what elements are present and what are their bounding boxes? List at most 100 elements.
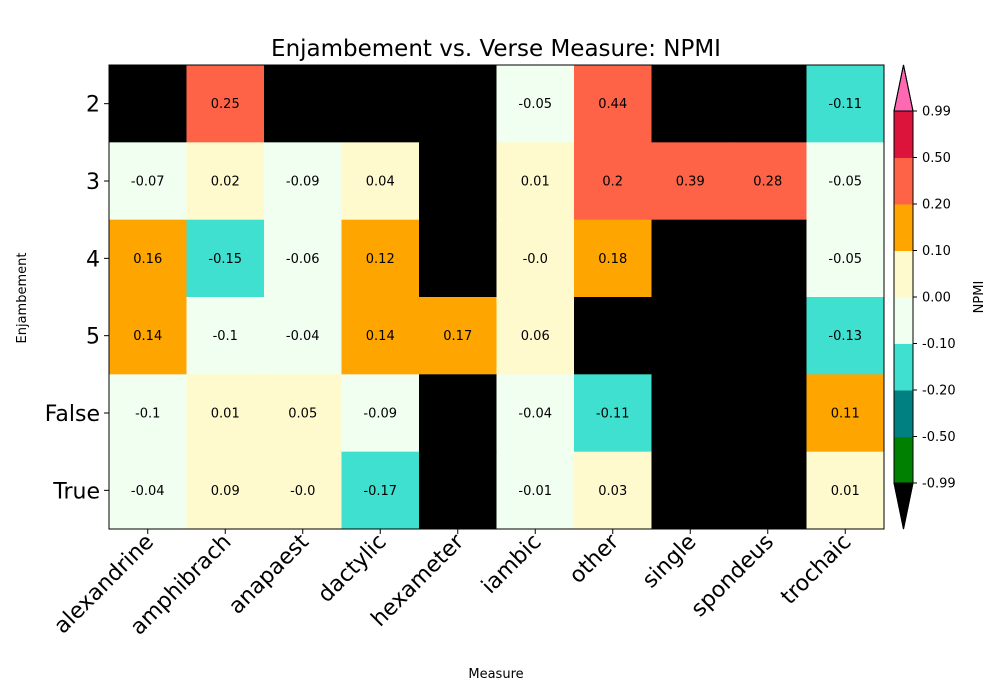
colorbar-over-extension [893,64,914,112]
y-tick-label: 4 [86,247,100,272]
heatmap-cell [496,451,575,530]
colorbar-tick-label: -0.20 [922,384,956,399]
cell-value-label: -0.0 [523,252,548,267]
cell-value-label: 0.04 [366,175,395,190]
heatmap-cell [651,451,730,530]
heatmap-cell [109,297,187,375]
heatmap-cell [651,219,730,298]
heatmap-cell [109,142,187,221]
cell-value-label: -0.09 [286,175,320,190]
cell-value-label: -0.17 [363,484,397,499]
cell-value-label: 0.11 [831,407,860,422]
heatmap-cell [651,65,730,143]
x-tick-label: trochaic [776,530,856,610]
heatmap-cell [341,374,420,453]
heatmap-cell [341,142,420,221]
heatmap-cell [109,374,187,453]
y-tick-label: 5 [86,325,100,350]
heatmap-cell [729,142,807,221]
cell-value-label: -0.1 [135,407,160,422]
colorbar-segment [894,250,913,298]
heatmap-cell [109,451,187,530]
heatmap-cell [109,219,187,298]
cell-value-label: -0.15 [208,252,242,267]
heatmap-cells [109,65,885,530]
cell-value-label: -0.07 [131,175,165,190]
colorbar-tick-label: 0.50 [922,151,951,166]
colorbar: -0.99 -0.50 -0.20 -0.10 0.00 0.10 0.20 0.50 0.99 [893,64,956,530]
y-axis-label: Enjambement [15,253,30,344]
x-tick-label: spondeus [687,530,779,622]
cell-value-label: -0.06 [286,252,320,267]
heatmap-cell [729,219,807,298]
heatmap-cell [496,219,575,298]
cell-value-label: -0.01 [518,484,552,499]
heatmap-cell [496,374,575,453]
cell-value-label: -0.0 [290,484,315,499]
y-tick-label: True [52,479,100,504]
heatmap-cell [264,297,342,375]
colorbar-segment [894,204,913,251]
colorbar-tick-label: 0.20 [922,198,951,213]
heatmap-cell [806,142,885,221]
cell-value-label: 0.25 [211,97,240,112]
x-tick-label: dactylic [313,530,391,608]
heatmap-cell [806,451,885,530]
cell-value-label: -0.1 [213,329,238,344]
cell-value-label: 0.03 [598,484,627,499]
cell-value-label: 0.12 [366,252,395,267]
x-axis-label: Measure [468,667,523,682]
heatmap-cell [496,65,575,143]
heatmap-cell [341,297,420,375]
heatmap-cell [574,219,652,298]
cell-value-label: -0.04 [131,484,165,499]
colorbar-tick-label: 0.00 [922,291,951,306]
cell-value-label: -0.04 [286,329,320,344]
plot-frame [108,64,885,530]
heatmap-cell [264,451,342,530]
heatmap-cell [729,65,807,143]
cell-value-label: 0.09 [211,484,240,499]
x-tick-label: anapaest [224,529,314,619]
heatmap-cell [109,65,187,143]
y-axis: 2 3 4 5 False True [45,93,109,504]
colorbar-segment [894,111,913,158]
cell-value-label: 0.01 [211,407,240,422]
heatmap-cell [186,297,265,375]
heatmap-cell [341,219,420,298]
heatmap-cell [419,65,497,143]
cell-value-label: 0.14 [133,329,162,344]
colorbar-tick-label: -0.99 [922,477,956,492]
heatmap-cell [496,142,575,221]
heatmap-cell [729,297,807,375]
heatmap-cell [574,65,652,143]
x-tick-label: iambic [477,530,546,599]
cell-value-label: 0.44 [598,97,627,112]
heatmap-cell [419,451,497,530]
y-tick-label: 3 [86,170,100,195]
colorbar-tick-label: 0.10 [922,244,951,259]
y-tick-label: False [45,402,100,427]
heatmap-cell [419,219,497,298]
cell-value-labels: 0.25 -0.05 0.44 -0.11 -0.07 0.02 -0.09 0.04 0.01… [131,97,862,499]
cell-value-label: 0.18 [598,252,627,267]
colorbar-segment [894,436,913,484]
heatmap-cell [729,374,807,453]
colorbar-segment [894,390,913,437]
colorbar-tick-label: -0.50 [922,430,956,445]
heatmap-cell [806,65,885,143]
cell-value-label: 0.01 [831,484,860,499]
heatmap-cell [496,297,575,375]
cell-value-label: -0.11 [596,407,630,422]
heatmap-cell [574,451,652,530]
cell-value-label: 0.28 [753,175,782,190]
x-tick-label: other [565,529,625,589]
heatmap-cell [574,142,652,221]
heatmap-cell [419,374,497,453]
heatmap-cell [651,374,730,453]
heatmap-cell [341,65,420,143]
heatmap-cell [186,65,265,143]
cell-value-label: -0.09 [363,407,397,422]
